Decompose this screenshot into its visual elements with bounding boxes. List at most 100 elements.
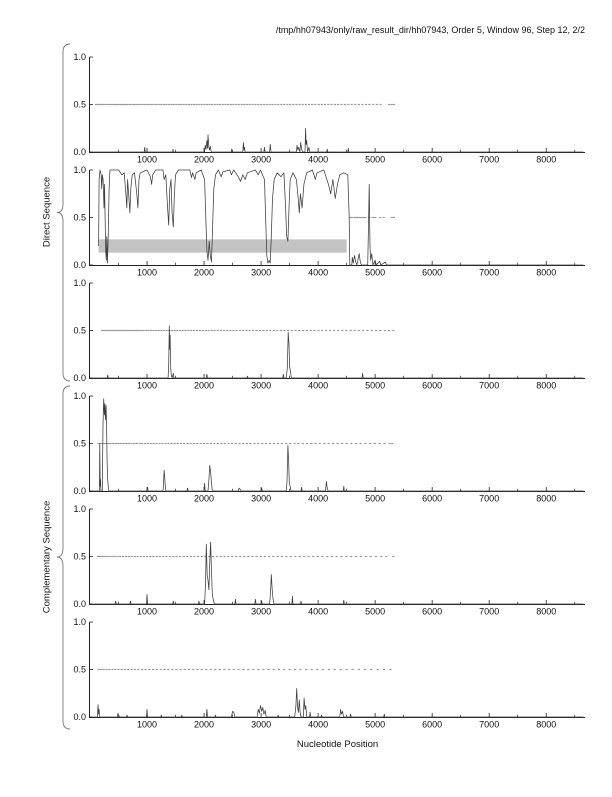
signal-marker [158, 555, 161, 558]
signal-marker [157, 329, 160, 332]
signal-marker [345, 442, 348, 445]
x-tick-label: 1000 [137, 155, 157, 165]
signal-marker [149, 442, 152, 445]
signal-marker [391, 442, 394, 445]
signal-marker [213, 103, 216, 106]
signal-marker [110, 329, 113, 332]
signal-marker [317, 103, 320, 106]
signal-marker [170, 442, 173, 445]
signal-marker [179, 329, 182, 332]
signal-marker [209, 668, 212, 671]
signal-marker [294, 329, 297, 332]
signal-marker [223, 555, 226, 558]
signal-marker [348, 216, 352, 219]
signal-marker [192, 442, 196, 445]
signal-marker [289, 442, 292, 445]
signal-marker [127, 668, 130, 671]
x-tick-label: 3000 [251, 494, 271, 504]
signal-marker [189, 555, 193, 558]
panel-complementary-frame-2: 0.0 0.5 1.0 1000 2000 3000 4000 5000 6000 7000 800… [73, 504, 585, 617]
y-tick-label: 0.0 [73, 373, 86, 383]
signal-marker [382, 216, 385, 219]
signal-marker [133, 668, 137, 671]
signal-marker [336, 103, 340, 106]
signal-marker [96, 555, 100, 558]
x-tick-label: 4000 [308, 720, 328, 730]
x-tick-label: 4000 [308, 155, 328, 165]
signal-marker [98, 555, 102, 558]
score-curve [93, 325, 584, 379]
signal-marker [167, 668, 170, 671]
signal-marker [251, 555, 254, 558]
signal-marker [98, 103, 101, 106]
signal-marker [292, 103, 295, 106]
signal-marker [373, 442, 376, 445]
signal-marker [330, 555, 333, 558]
signal-marker [200, 555, 203, 558]
y-tick-label: 0.5 [73, 439, 86, 449]
signal-marker [264, 442, 268, 445]
panel-complementary-frame-1: 0.0 0.5 1.0 1000 2000 3000 4000 5000 6000 7000 800… [73, 391, 585, 504]
signal-marker [239, 555, 242, 558]
signal-marker [301, 329, 305, 332]
signal-marker [175, 103, 178, 106]
signal-marker [368, 442, 372, 445]
signal-marker [216, 329, 219, 332]
signal-marker [287, 329, 290, 332]
y-tick-label: 0.5 [73, 326, 86, 336]
signal-marker [164, 442, 167, 445]
signal-marker [222, 329, 226, 332]
signal-marker [254, 103, 257, 106]
signal-marker [341, 329, 344, 332]
signal-marker [316, 668, 319, 671]
signal-marker [238, 329, 242, 332]
x-tick-label: 6000 [422, 720, 442, 730]
signal-marker [167, 442, 170, 445]
signal-marker [213, 329, 216, 332]
y-tick-label: 0.0 [73, 712, 86, 722]
signal-marker [288, 668, 291, 671]
y-tick-label: 0.5 [73, 552, 86, 562]
signal-marker [277, 103, 280, 106]
signal-marker [123, 329, 126, 332]
signal-marker [290, 329, 293, 332]
y-tick-label: 1.0 [73, 278, 86, 288]
signal-marker [258, 329, 262, 332]
signal-marker [357, 103, 360, 106]
x-tick-label: 6000 [422, 268, 442, 278]
x-tick-label: 8000 [536, 381, 556, 391]
signal-marker [198, 329, 201, 332]
signal-marker [267, 555, 271, 558]
signal-marker [208, 555, 211, 558]
signal-marker [99, 103, 102, 106]
signal-marker [298, 329, 301, 332]
signal-marker [113, 103, 117, 106]
x-tick-label: 7000 [479, 155, 499, 165]
y-tick-label: 1.0 [73, 165, 86, 175]
signal-marker [158, 442, 161, 445]
signal-marker [390, 216, 393, 219]
panel-direct-frame-2: 0.0 0.5 1.0 1000 2000 3000 4000 5000 6000 7000 800… [73, 165, 585, 278]
x-tick-label: 3000 [251, 381, 271, 391]
signal-marker [199, 442, 202, 445]
signal-marker [182, 103, 185, 106]
signal-marker [142, 329, 145, 332]
signal-marker [201, 329, 204, 332]
signal-marker [152, 555, 155, 558]
signal-marker [203, 103, 206, 106]
signal-marker [187, 668, 191, 671]
signal-marker [158, 103, 161, 106]
signal-marker [323, 442, 326, 445]
x-tick-label: 4000 [308, 607, 328, 617]
x-tick-label: 7000 [479, 494, 499, 504]
signal-marker [265, 103, 268, 106]
signal-marker [180, 103, 183, 106]
signal-marker [289, 555, 292, 558]
signal-marker [285, 555, 288, 558]
signal-marker [209, 442, 212, 445]
signal-marker [213, 442, 216, 445]
score-curve [93, 688, 584, 718]
signal-marker [369, 555, 372, 558]
signal-marker [228, 668, 231, 671]
signal-marker [353, 329, 356, 332]
